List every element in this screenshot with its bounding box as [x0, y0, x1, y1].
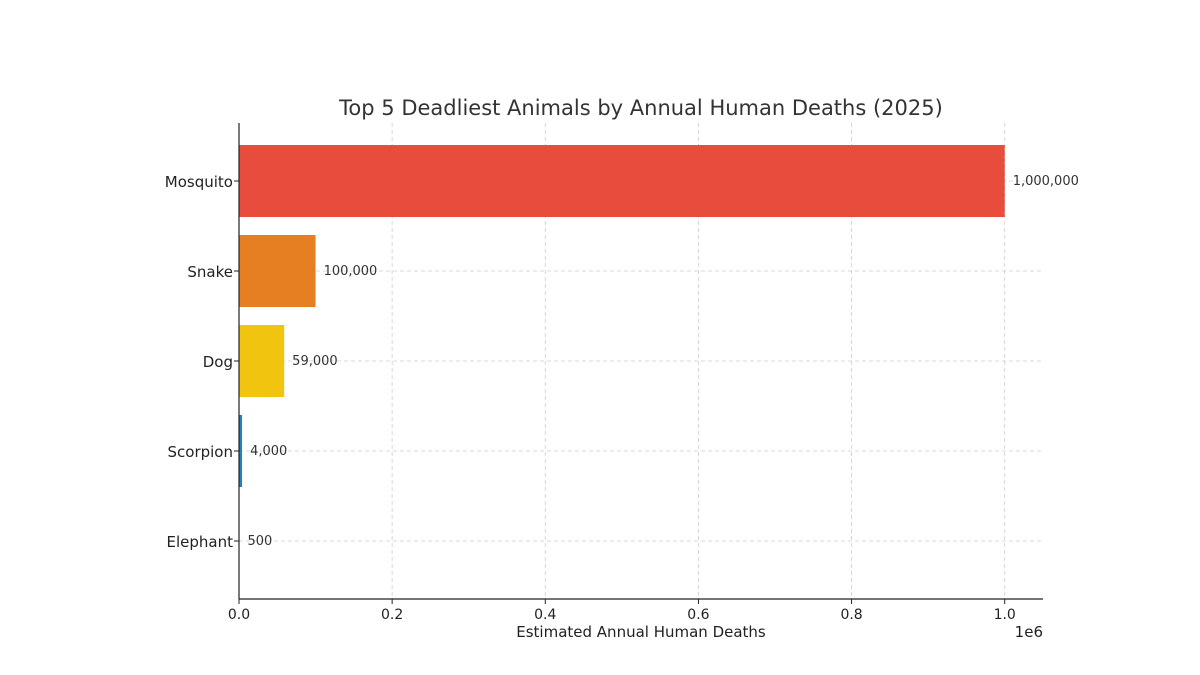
x-axis-offset-label: 1e6 [1015, 623, 1043, 641]
data-label: 59,000 [292, 354, 338, 369]
y-tick-label: Dog [203, 353, 233, 371]
y-tick-label: Scorpion [168, 443, 234, 461]
bar-mosquito [239, 145, 1005, 217]
x-tick-label: 0.0 [228, 607, 250, 623]
bars [239, 145, 1005, 577]
data-labels: 1,000,000 100,000 59,000 4,000 500 [248, 174, 1079, 549]
x-tick-label: 0.8 [840, 607, 862, 623]
x-tick-label: 1.0 [994, 607, 1016, 623]
bar-dog [239, 325, 285, 397]
x-tick-label: 0.2 [381, 607, 403, 623]
data-label: 1,000,000 [1013, 174, 1079, 189]
x-axis-label: Estimated Annual Human Deaths [516, 623, 766, 641]
data-label: 500 [248, 534, 273, 549]
axes: 0.0 0.2 0.4 0.6 0.8 1.0 Mosquito Snake Dog Scorpi… [165, 123, 1043, 623]
data-label: 4,000 [250, 444, 287, 459]
y-tick-label: Snake [187, 263, 233, 281]
x-tick-label: 0.6 [687, 607, 709, 623]
bar-snake [239, 235, 316, 307]
chart-title: Top 5 Deadliest Animals by Annual Human … [338, 96, 943, 120]
y-tick-label: Mosquito [165, 173, 233, 191]
data-label: 100,000 [324, 264, 378, 279]
y-tick-label: Elephant [167, 533, 234, 551]
bar-scorpion [239, 415, 243, 487]
x-tick-label: 0.4 [534, 607, 556, 623]
